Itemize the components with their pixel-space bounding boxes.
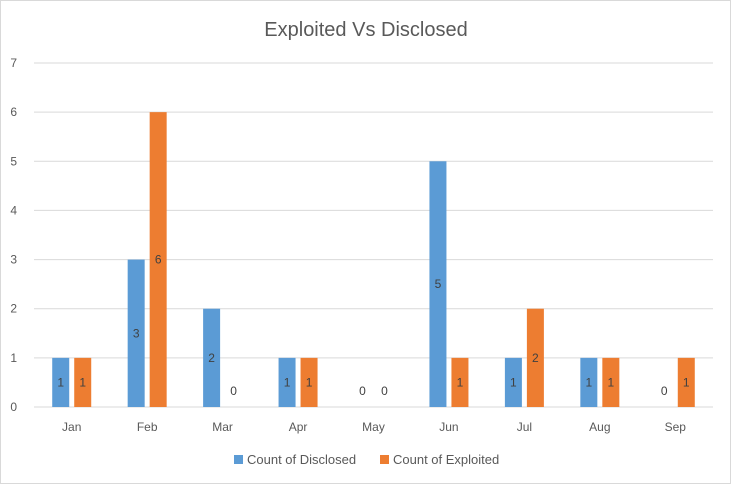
x-axis-ticks: Jan Feb Mar Apr May Jun Jul Aug Sep: [62, 420, 686, 434]
bar-exploited-jun: [451, 357, 469, 407]
legend-swatch: [380, 455, 389, 464]
y-tick-label: 5: [10, 154, 17, 168]
x-tick-label: Aug: [589, 420, 610, 434]
x-tick-label: Sep: [665, 420, 687, 434]
bar-disclosed-aug: [580, 357, 598, 407]
x-tick-label: Jan: [62, 420, 81, 434]
bar-disclosed-jul: [504, 357, 522, 407]
bar-disclosed-jan: [52, 357, 70, 407]
data-label: 3: [133, 326, 140, 340]
x-tick-label: May: [362, 420, 385, 434]
data-label: 1: [284, 375, 291, 389]
bar-exploited-jul: [526, 308, 544, 407]
data-label: 1: [306, 375, 313, 389]
data-label: 1: [79, 375, 86, 389]
data-label: 2: [532, 351, 539, 365]
y-tick-label: 1: [10, 351, 17, 365]
legend-swatch: [234, 455, 243, 464]
data-label: 1: [683, 375, 690, 389]
legend-label: Count of Disclosed: [247, 452, 356, 467]
data-label: 0: [230, 384, 237, 398]
bar-exploited-feb: [149, 112, 167, 408]
bar-exploited-jan: [74, 357, 92, 407]
x-tick-label: Feb: [137, 420, 158, 434]
bar-exploited-aug: [602, 357, 620, 407]
data-label: 5: [435, 277, 442, 291]
data-labels: 1 1 3 6 2 0 1 1 0 0 5 1 1 2 1 1 0 1: [57, 253, 690, 398]
data-label: 1: [585, 375, 592, 389]
bar-disclosed-jun: [429, 161, 447, 407]
gridlines: [34, 62, 713, 408]
y-tick-label: 6: [10, 105, 17, 119]
x-tick-label: Apr: [289, 420, 308, 434]
data-label: 2: [208, 351, 215, 365]
bar-disclosed-feb: [127, 259, 145, 407]
data-label: 1: [510, 375, 517, 389]
y-tick-label: 3: [10, 253, 17, 267]
y-axis-ticks: 0 1 2 3 4 5 6 7: [10, 56, 17, 414]
bar-exploited-sep: [677, 357, 695, 407]
legend-label: Count of Exploited: [393, 452, 499, 467]
x-tick-label: Jun: [439, 420, 458, 434]
y-tick-label: 2: [10, 302, 17, 316]
data-label: 1: [607, 375, 614, 389]
bars: [52, 112, 695, 408]
data-label: 0: [359, 384, 366, 398]
bar-disclosed-apr: [278, 357, 296, 407]
data-label: 6: [155, 253, 162, 267]
x-tick-label: Jul: [517, 420, 532, 434]
data-label: 1: [57, 375, 64, 389]
bar-exploited-apr: [300, 357, 318, 407]
data-label: 0: [381, 384, 388, 398]
data-label: 0: [661, 384, 668, 398]
y-tick-label: 4: [10, 203, 17, 217]
legend: Count of Disclosed Count of Exploited: [234, 452, 499, 467]
x-tick-label: Mar: [212, 420, 233, 434]
y-tick-label: 7: [10, 56, 17, 70]
data-label: 1: [457, 375, 464, 389]
y-tick-label: 0: [10, 400, 17, 414]
bar-disclosed-mar: [203, 308, 221, 407]
chart-title: Exploited Vs Disclosed: [264, 19, 467, 41]
